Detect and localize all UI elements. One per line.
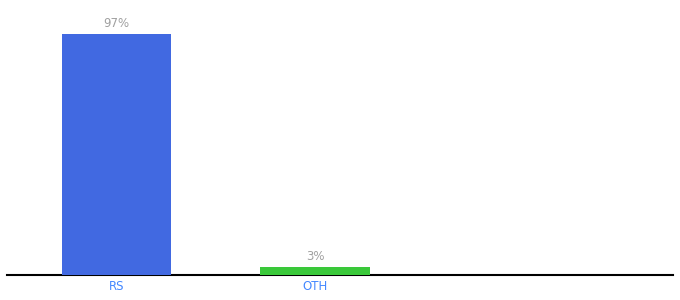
Bar (62, 34, 171, 274)
Text: 97%: 97% (103, 17, 129, 31)
Text: 3%: 3% (306, 250, 324, 263)
Bar (260, 267, 370, 274)
